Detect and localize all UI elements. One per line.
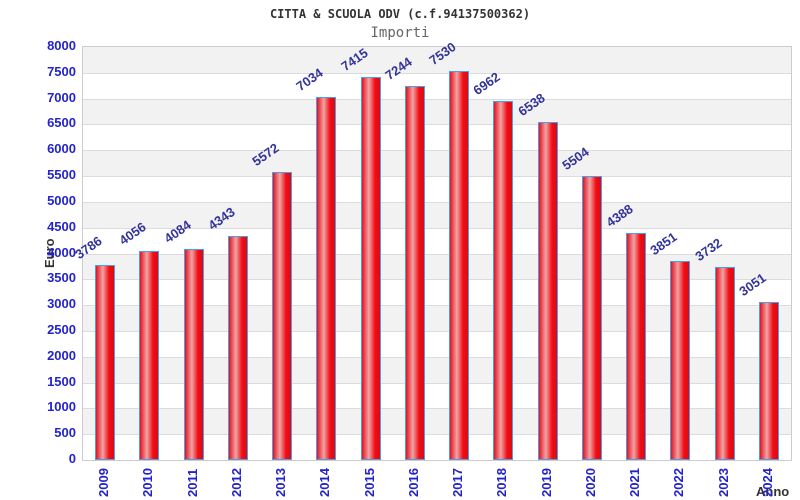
y-tick-label: 4500: [47, 218, 76, 234]
y-tick-label: 5500: [47, 167, 76, 183]
x-tick-label: 2024: [760, 468, 775, 497]
plot-band: [83, 47, 791, 73]
x-tick-label: 2014: [317, 468, 332, 497]
gridline: [83, 227, 791, 229]
chart-title: CITTA & SCUOLA ODV (c.f.94137500362): [269, 7, 531, 21]
bar: [758, 302, 779, 460]
y-tick-label: 1000: [47, 399, 76, 415]
y-tick-label: 7500: [47, 63, 76, 79]
gridline: [83, 330, 791, 332]
plot-band: [83, 124, 791, 151]
plot-band: [83, 201, 791, 228]
bar: [714, 267, 735, 460]
x-tick-label: 2019: [539, 468, 554, 497]
plot-band: [83, 150, 791, 177]
bar: [670, 261, 691, 460]
y-tick-label: 3000: [47, 296, 76, 312]
gridline: [83, 98, 791, 100]
gridline: [83, 356, 791, 358]
y-tick-label: 8000: [47, 38, 76, 53]
y-tick-label: 3500: [47, 270, 76, 286]
y-tick-label: 6000: [47, 141, 76, 157]
x-tick-label: 2020: [583, 468, 598, 497]
x-axis-title: Anno: [756, 484, 790, 499]
gridline: [83, 201, 791, 203]
x-tick-label: 2015: [362, 468, 377, 497]
x-tick-label: 2013: [273, 468, 288, 497]
bar: [581, 176, 602, 460]
x-tick-label: 2012: [229, 468, 244, 497]
y-tick-label: 5000: [47, 192, 76, 208]
y-tick-label: 7000: [47, 89, 76, 105]
gridline: [83, 150, 791, 152]
x-tick-label: 2021: [627, 468, 642, 497]
gridline: [83, 382, 791, 384]
gridline: [83, 176, 791, 178]
bar: [404, 86, 425, 460]
chart-subtitle: Importi: [370, 25, 430, 41]
bar: [537, 122, 558, 460]
x-tick-label: 2018: [494, 468, 509, 497]
x-tick-label: 2009: [96, 468, 111, 497]
x-tick-label: 2022: [671, 468, 686, 497]
bar: [227, 236, 248, 460]
bar: [183, 249, 204, 460]
y-tick-label: 1500: [47, 373, 76, 389]
plot-band: [83, 72, 791, 99]
gridline: [83, 253, 791, 255]
bar: [360, 77, 381, 460]
gridline: [83, 279, 791, 281]
gridline: [83, 408, 791, 410]
y-tick-label: 2000: [47, 347, 76, 363]
plot-area: 3786 4056 4084 4343 5572 7034 7415 7244 7530 6962…: [73, 39, 792, 461]
gridline: [83, 434, 791, 436]
bar: [272, 172, 293, 460]
gridline: [83, 124, 791, 126]
y-tick-label: 2500: [47, 321, 76, 337]
plot-band: [83, 98, 791, 125]
x-tick-label: 2017: [450, 468, 465, 497]
gridline: [83, 72, 791, 74]
bar: [626, 233, 647, 460]
bar: [139, 251, 160, 460]
x-tick-label: 2010: [140, 468, 155, 497]
y-tick-label: 6500: [47, 115, 76, 131]
x-tick-label: 2016: [406, 468, 421, 497]
y-tick-label: 4000: [47, 244, 76, 260]
plot-band: [83, 176, 791, 202]
bar: [95, 265, 116, 460]
y-tick-label: 0: [68, 451, 76, 466]
gridline: [83, 305, 791, 307]
x-tick-label: 2011: [185, 468, 200, 497]
x-tick-label: 2023: [716, 468, 731, 497]
bar: [316, 97, 337, 460]
bar: [493, 101, 514, 460]
y-tick-label: 500: [54, 425, 76, 441]
bar: [449, 71, 470, 460]
